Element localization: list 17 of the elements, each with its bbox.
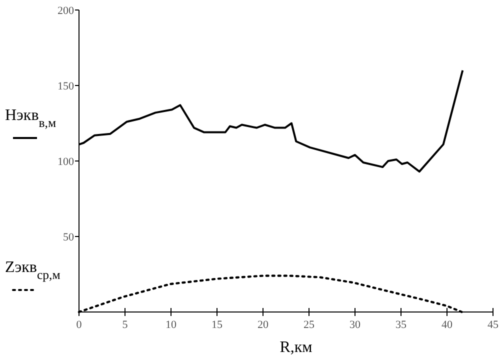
text: Zэкв$_{ср,м}$: [5, 259, 60, 282]
y-tick-label: 100: [58, 156, 74, 168]
x-tick-label: 20: [258, 319, 269, 331]
y-tick-label: 200: [58, 5, 74, 17]
x-tick-label: 45: [488, 319, 499, 331]
x-axis-title: R,км: [280, 339, 312, 356]
x-tick-label: 0: [76, 319, 82, 331]
x-tick-label: 15: [212, 319, 223, 331]
x-tick-label: 25: [304, 319, 315, 331]
y-tick-label: 150: [58, 80, 74, 92]
x-tick-label: 40: [442, 319, 453, 331]
series-label: Нэкв$_{в,м}$: [5, 107, 56, 130]
x-tick-label: 30: [350, 319, 361, 331]
x-tick-label: 35: [396, 319, 407, 331]
y-tick-label: 50: [63, 232, 74, 244]
x-tick-label: 5: [122, 319, 128, 331]
x-tick-label: 10: [166, 319, 177, 331]
